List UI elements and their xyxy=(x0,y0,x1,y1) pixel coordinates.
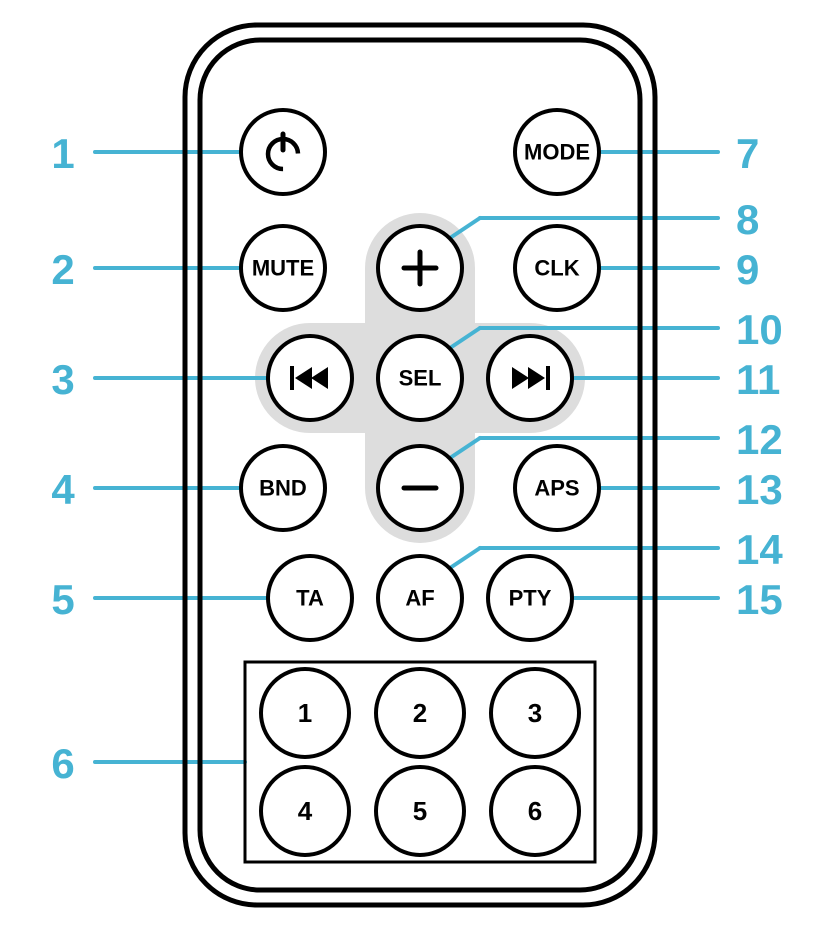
callout-number-14: 14 xyxy=(736,526,783,573)
callout-number-10: 10 xyxy=(736,306,783,353)
callout-number-13: 13 xyxy=(736,466,783,513)
mute-label: MUTE xyxy=(252,256,314,281)
callout-number-1: 1 xyxy=(51,130,74,177)
af-label: AF xyxy=(405,586,434,611)
callout-number-3: 3 xyxy=(51,356,74,403)
callout-number-2: 2 xyxy=(51,246,74,293)
callout-number-7: 7 xyxy=(736,130,759,177)
mode-label: MODE xyxy=(524,140,590,165)
aps-label: APS xyxy=(534,476,579,501)
callout-number-15: 15 xyxy=(736,576,783,623)
preset-label-2: 2 xyxy=(413,698,427,728)
callout-number-6: 6 xyxy=(51,740,74,787)
pty-label: PTY xyxy=(509,586,552,611)
preset-label-5: 5 xyxy=(413,796,427,826)
bnd-label: BND xyxy=(259,476,307,501)
callout-number-9: 9 xyxy=(736,246,759,293)
callout-number-5: 5 xyxy=(51,576,74,623)
preset-label-6: 6 xyxy=(528,796,542,826)
preset-label-1: 1 xyxy=(298,698,312,728)
ta-label: TA xyxy=(296,586,324,611)
clk-label: CLK xyxy=(534,256,579,281)
callout-number-12: 12 xyxy=(736,416,783,463)
sel-label: SEL xyxy=(399,366,442,391)
callout-number-11: 11 xyxy=(736,356,780,403)
preset-label-3: 3 xyxy=(528,698,542,728)
remote-diagram: MODEMUTECLKSELBNDAPSTAAFPTY1234561234567… xyxy=(0,0,840,937)
callout-number-4: 4 xyxy=(51,466,75,513)
preset-label-4: 4 xyxy=(298,796,313,826)
callout-number-8: 8 xyxy=(736,196,759,243)
